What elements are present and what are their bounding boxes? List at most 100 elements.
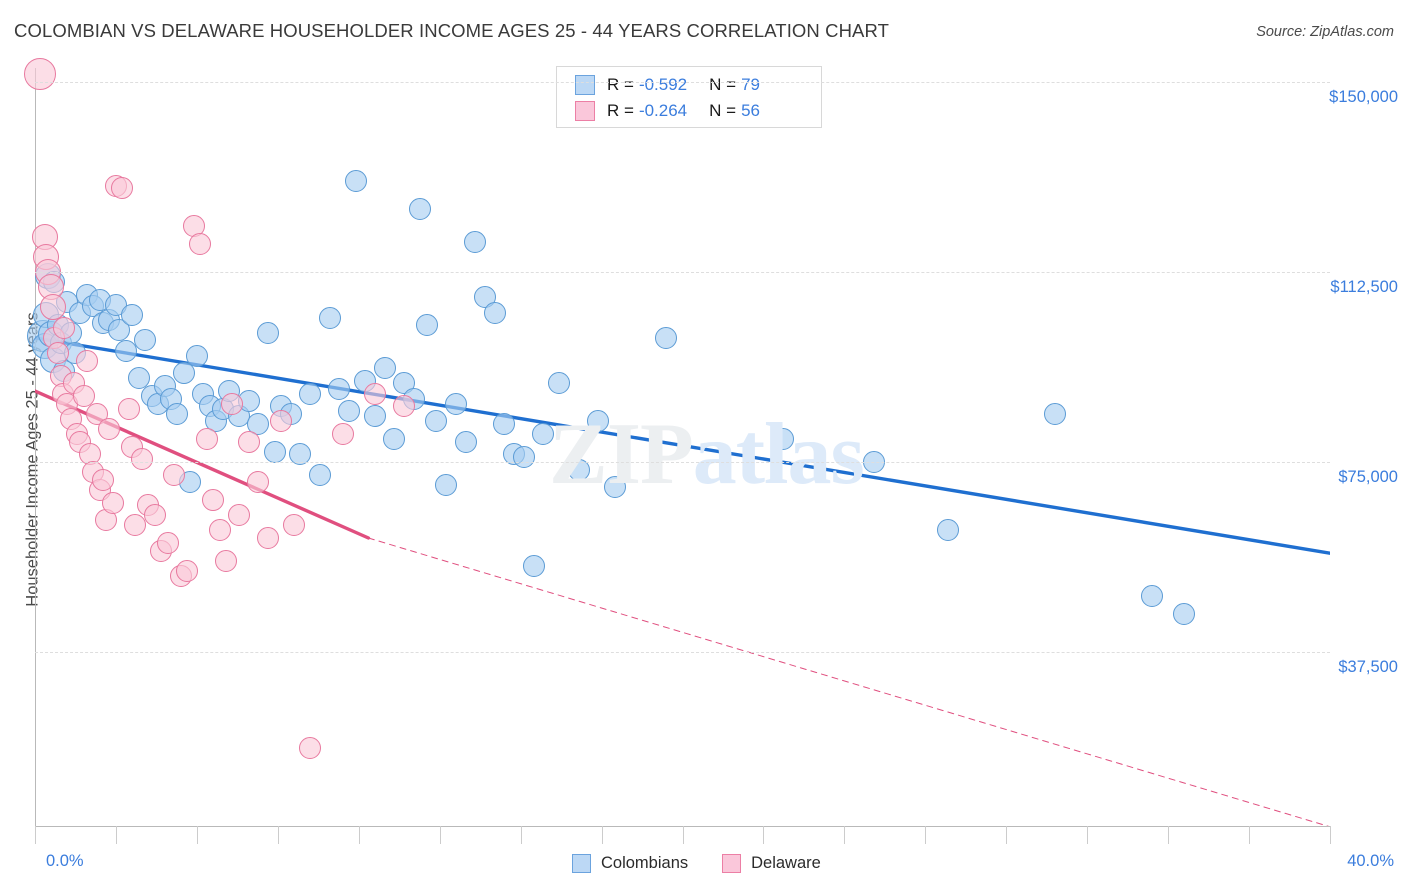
- scatter-point-blue[interactable]: [263, 440, 286, 463]
- legend-swatch-delaware: [722, 853, 742, 873]
- scatter-point-blue[interactable]: [318, 306, 341, 329]
- scatter-point-blue[interactable]: [936, 519, 959, 542]
- scatter-point-blue[interactable]: [603, 476, 626, 499]
- legend-item-colombians[interactable]: Colombians: [572, 853, 688, 873]
- stat-row-delaware: R = -0.264 N = 56: [575, 98, 760, 124]
- scatter-point-blue[interactable]: [121, 304, 144, 327]
- scatter-point-pink[interactable]: [331, 423, 354, 446]
- x-axis-max-label: 40.0%: [1347, 852, 1394, 870]
- scatter-point-blue[interactable]: [299, 382, 322, 405]
- scatter-point-pink[interactable]: [46, 342, 69, 365]
- source-attribution: Source: ZipAtlas.com: [1256, 24, 1394, 40]
- scatter-point-blue[interactable]: [493, 413, 516, 435]
- scatter-point-blue[interactable]: [444, 392, 467, 415]
- scatter-point-blue[interactable]: [655, 326, 678, 349]
- scatter-point-pink[interactable]: [270, 410, 293, 433]
- scatter-point-pink[interactable]: [257, 527, 280, 549]
- scatter-point-blue[interactable]: [567, 458, 590, 481]
- stat-r-label-0: R =: [607, 75, 634, 94]
- y-axis-label: $37,500: [1338, 658, 1398, 676]
- trendline-colombians: [35, 336, 1330, 555]
- scatter-point-blue[interactable]: [483, 301, 506, 324]
- stat-n-value-1: 56: [741, 101, 760, 120]
- scatter-point-pink[interactable]: [176, 559, 199, 582]
- scatter-point-blue[interactable]: [435, 473, 458, 496]
- scatter-point-blue[interactable]: [532, 423, 555, 446]
- scatter-point-pink[interactable]: [39, 294, 66, 321]
- scatter-point-blue[interactable]: [464, 230, 487, 253]
- scatter-point-pink[interactable]: [163, 463, 186, 486]
- x-axis-tick: [601, 826, 603, 844]
- scatter-point-blue[interactable]: [134, 329, 157, 352]
- scatter-point-pink[interactable]: [363, 382, 386, 405]
- scatter-point-blue[interactable]: [363, 405, 386, 428]
- x-axis-tick: [925, 826, 927, 844]
- scatter-point-blue[interactable]: [771, 428, 794, 451]
- scatter-point-pink[interactable]: [117, 397, 140, 420]
- scatter-point-blue[interactable]: [1173, 603, 1196, 625]
- scatter-point-pink[interactable]: [208, 519, 231, 542]
- scatter-point-pink[interactable]: [53, 316, 76, 339]
- stat-row-colombians: R = -0.592 N = 79: [575, 72, 760, 98]
- scatter-point-pink[interactable]: [98, 418, 121, 441]
- scatter-point-blue[interactable]: [425, 410, 448, 433]
- scatter-point-pink[interactable]: [124, 514, 147, 537]
- legend-swatch-colombians: [572, 853, 591, 873]
- legend-item-delaware[interactable]: Delaware: [722, 853, 821, 873]
- scatter-point-pink[interactable]: [247, 471, 270, 494]
- scatter-point-pink[interactable]: [23, 58, 56, 91]
- x-axis-tick: [439, 826, 441, 844]
- scatter-point-pink[interactable]: [130, 448, 153, 471]
- scatter-point-pink[interactable]: [156, 532, 179, 555]
- scatter-point-blue[interactable]: [512, 445, 535, 468]
- scatter-point-blue[interactable]: [127, 367, 150, 390]
- scatter-point-blue[interactable]: [257, 321, 280, 344]
- scatter-point-pink[interactable]: [215, 549, 237, 572]
- scatter-point-blue[interactable]: [185, 344, 208, 367]
- scatter-point-blue[interactable]: [172, 362, 195, 385]
- series-legend: Colombians Delaware: [572, 851, 855, 875]
- scatter-point-blue[interactable]: [1140, 585, 1163, 608]
- scatter-point-pink[interactable]: [101, 491, 124, 514]
- scatter-point-pink[interactable]: [393, 395, 416, 418]
- scatter-point-pink[interactable]: [237, 430, 260, 453]
- scatter-point-pink[interactable]: [111, 177, 134, 200]
- x-axis-tick: [520, 826, 522, 844]
- scatter-point-blue[interactable]: [247, 413, 270, 435]
- trendline-delaware-dashed: [367, 537, 1330, 826]
- scatter-point-pink[interactable]: [227, 504, 250, 527]
- scatter-point-pink[interactable]: [143, 504, 166, 527]
- scatter-point-blue[interactable]: [1043, 402, 1066, 425]
- scatter-point-blue[interactable]: [548, 372, 571, 395]
- scatter-point-blue[interactable]: [415, 314, 438, 337]
- legend-label-delaware: Delaware: [751, 853, 821, 872]
- scatter-point-blue[interactable]: [114, 339, 137, 362]
- scatter-point-blue[interactable]: [338, 400, 361, 423]
- scatter-point-blue[interactable]: [373, 357, 396, 380]
- x-axis-tick: [1087, 826, 1089, 844]
- scatter-point-blue[interactable]: [166, 402, 189, 425]
- stat-r-label-1: R =: [607, 101, 634, 120]
- scatter-point-blue[interactable]: [454, 430, 477, 453]
- scatter-point-pink[interactable]: [75, 349, 98, 372]
- scatter-point-blue[interactable]: [289, 443, 312, 466]
- scatter-point-blue[interactable]: [344, 169, 367, 192]
- scatter-point-pink[interactable]: [299, 737, 322, 760]
- scatter-point-blue[interactable]: [383, 428, 406, 451]
- y-axis-label: $112,500: [1330, 278, 1398, 296]
- scatter-point-blue[interactable]: [587, 410, 610, 433]
- scatter-point-pink[interactable]: [189, 233, 212, 256]
- scatter-point-blue[interactable]: [328, 377, 351, 400]
- scatter-point-pink[interactable]: [91, 468, 114, 491]
- scatter-point-pink[interactable]: [72, 385, 95, 408]
- scatter-point-pink[interactable]: [221, 392, 244, 415]
- scatter-point-blue[interactable]: [308, 463, 331, 486]
- x-axis-tick: [1168, 826, 1170, 844]
- x-axis-tick: [35, 826, 36, 844]
- scatter-point-blue[interactable]: [409, 197, 432, 220]
- scatter-point-pink[interactable]: [195, 428, 218, 451]
- scatter-point-blue[interactable]: [522, 554, 545, 577]
- scatter-point-pink[interactable]: [202, 489, 225, 511]
- scatter-point-pink[interactable]: [283, 514, 305, 537]
